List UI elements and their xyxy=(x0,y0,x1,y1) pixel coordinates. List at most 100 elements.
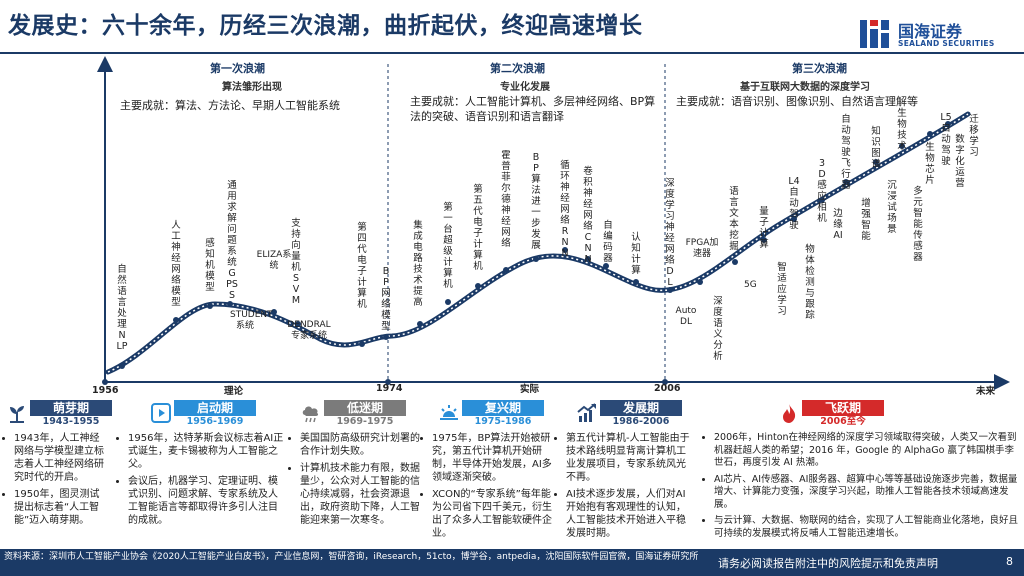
note-item: 1956年，达特茅斯会议标志着AI正式诞生，麦卡锡被称为人工智能之父。 xyxy=(128,432,286,471)
label-detect: 物体检测与跟踪 xyxy=(805,244,815,321)
point-fpga xyxy=(697,279,703,285)
page-title: 发展史：六十余年，历经三次浪潮，曲折起伏，终迎高速增长 xyxy=(8,13,643,39)
page-number: 8 xyxy=(1006,555,1013,568)
label-l5: L5自动驾驶 xyxy=(940,112,952,167)
label-reinforce: 增强智能 xyxy=(861,198,871,242)
label-gen5: 第五代电子计算机 xyxy=(473,184,483,272)
company-logo: 国海证券 SEALAND SECURITIES xyxy=(858,18,1008,52)
point-ann xyxy=(173,317,179,323)
label-ic: 集成电路技术提高 xyxy=(413,220,423,308)
note-item: 计算机技术能力有限，数据量少，公众对人工智能的信心持续减弱，社会资源退出，政府资… xyxy=(300,462,420,527)
point-text xyxy=(732,259,738,265)
note-item: XCON的“专家系统”每年能为公司省下四千美元，衍生出了众多人工智能软硬件企业。 xyxy=(432,488,552,540)
point-gen4 xyxy=(359,341,365,347)
footer-bar: 资料来源：深圳市人工智能产业协会《2020人工智能产业白皮书》，产业信息网，智研… xyxy=(0,549,1024,576)
point-l5 xyxy=(945,121,951,127)
phase-growth-years: 1986-2006 xyxy=(612,416,670,427)
note-item: 1975年，BP算法开始被研究，第五代计算机开始研制，半导体开始发展，AI多领域… xyxy=(432,432,552,484)
label-drone: 自动驾驶飞行器 xyxy=(841,114,851,191)
note-item: 2006年，Hinton在神经网络的深度学习领域取得突破，人类又一次看到机器赶超… xyxy=(714,432,1020,470)
phase-downturn-notes: 美国国防高级研究计划署的合作计划失败。计算机技术能力有限，数据量少，公众对人工智… xyxy=(290,432,420,531)
cloud-rain-icon xyxy=(302,406,319,423)
tick-2006 xyxy=(662,379,668,385)
label-supercomputer: 第一台超级计算机 xyxy=(443,202,453,290)
phase-start-years: 1956-1969 xyxy=(186,416,244,427)
label-chip: 生物芯片 xyxy=(925,142,935,186)
wave1-title: 第一次浪潮 xyxy=(210,62,265,75)
label-eliza: ELIZA系统 xyxy=(256,250,292,271)
label-multi-sensor: 多元智能传感器 xyxy=(913,186,923,263)
note-item: 会议后，机器学习、定理证明、模式识别、问题求解、专家系统及人工智能语言等都取得许… xyxy=(128,475,286,527)
header-rule xyxy=(0,52,1024,54)
label-autoencoder: 自编码器 xyxy=(603,220,613,264)
label-3d: 3D感应相机 xyxy=(817,158,827,224)
disclaimer-link[interactable]: 请务必阅读报告附注中的风险提示和免责声明 xyxy=(718,557,938,570)
label-student: STUDENT系统 xyxy=(230,310,273,331)
point-cnn xyxy=(585,256,591,262)
label-bp: BP网络模型 xyxy=(381,266,391,332)
phase-growth-notes: 第五代计算机-人工智能由于技术路线明显背离计算机工业发展项目，专家系统风光不再。… xyxy=(556,432,694,544)
point-ic xyxy=(417,321,423,327)
label-gen4: 第四代电子计算机 xyxy=(357,222,367,310)
wave2-achievement: 主要成就：人工智能计算机、多层神经网络、BP算法的突破、语音识别和语言翻译 xyxy=(410,95,656,123)
sealand-logo-icon xyxy=(860,20,889,48)
label-biotech: 生物技术 xyxy=(897,108,907,152)
label-dendral: DENDRAL专家系统 xyxy=(287,320,331,341)
point-super xyxy=(445,299,451,305)
label-nlp-deep: 深度语义分析 xyxy=(713,296,723,362)
label-gps: 通用求解问题系统GPSS xyxy=(226,180,238,301)
phase-leap-name: 飞跃期 xyxy=(802,400,884,416)
axis-year-1956: 1956 xyxy=(92,385,119,396)
label-cnn: 卷积神经网络CNN xyxy=(583,166,593,265)
label-perceptron: 感知机模型 xyxy=(205,238,215,293)
play-icon xyxy=(151,403,171,423)
phase-downturn-name: 低迷期 xyxy=(324,400,406,416)
point-bio xyxy=(899,143,905,149)
point-bpdev xyxy=(533,256,539,262)
note-item: 1950年，图灵测试提出标志着“人工智能”迈入萌芽期。 xyxy=(14,488,108,527)
curve-points xyxy=(119,121,951,369)
label-l4: L4自动驾驶 xyxy=(788,176,800,231)
label-cognitive: 认知计算 xyxy=(631,232,641,276)
phase-growth: 发展期 1986-2006 xyxy=(576,398,686,430)
label-rnn: 循环神经网络RNN xyxy=(560,160,570,259)
phase-budding-years: 1943-1955 xyxy=(42,416,100,427)
label-text-mining: 语言文本挖掘 xyxy=(729,186,739,252)
point-rnn xyxy=(562,247,568,253)
phase-budding-name: 萌芽期 xyxy=(30,400,112,416)
phase-leap-years: 2006至今 xyxy=(820,416,866,427)
phase-downturn-years: 1969-1975 xyxy=(336,416,394,427)
note-item: AI技术逐步发展，人们对AI开始抱有客观理性的认知，人工智能技术开始进入平稳发展… xyxy=(566,488,694,540)
label-kg: 知识图谱 xyxy=(871,126,881,170)
tick-1974 xyxy=(385,379,391,385)
label-nlp: 自然语言处理NLP xyxy=(116,264,128,352)
label-hopfield: 霍普菲尔德神经网络 xyxy=(501,150,511,249)
point-3d xyxy=(819,197,825,203)
wave1-achievement: 主要成就：算法、方法论、早期人工智能系统 xyxy=(120,99,340,112)
label-dl-net: 深度学习神经网络DL xyxy=(665,178,675,288)
phase-downturn: 低迷期 1969-1975 xyxy=(300,398,410,430)
growth-chart-icon xyxy=(577,403,596,422)
wave2-title: 第二次浪潮 xyxy=(490,62,545,75)
phase-budding-notes: 1943年，人工神经网络与学模型建立标志着人工神经网络研究时代的开启。 1950年… xyxy=(4,432,108,531)
axis-year-1974: 1974 xyxy=(376,383,403,394)
label-immersive: 沉浸试场景 xyxy=(887,180,897,235)
point-bp xyxy=(383,334,389,340)
label-digital: 数字化运营 xyxy=(955,134,965,189)
label-fpga: FPGA加速器 xyxy=(685,238,719,259)
phase-revival: 复兴期 1975-1986 xyxy=(438,398,548,430)
logo-text-en: SEALAND SECURITIES xyxy=(898,39,995,48)
axis-theory: 理论 xyxy=(224,386,244,397)
flame-icon xyxy=(783,404,796,423)
point-nlp xyxy=(119,363,125,369)
source-note: 资料来源：深圳市人工智能产业协会《2020人工智能产业白皮书》，产业信息网，智研… xyxy=(4,552,699,562)
label-5g: 5G xyxy=(744,280,757,290)
phase-budding: 萌芽期 1943-1955 xyxy=(6,398,116,430)
label-transfer: 迁移学习 xyxy=(969,114,979,158)
phase-revival-notes: 1975年，BP算法开始被研究，第五代计算机开始研制，半导体开始发展，AI多领域… xyxy=(422,432,552,544)
sunrise-icon xyxy=(440,405,458,420)
logo-text-cn: 国海证券 xyxy=(898,22,963,41)
note-item: 1943年，人工神经网络与学模型建立标志着人工神经网络研究时代的开启。 xyxy=(14,432,108,484)
phase-leap-notes: 2006年，Hinton在神经网络的深度学习领域取得突破，人类又一次看到机器赶超… xyxy=(704,432,1020,544)
label-svm: 支持向量机SVM xyxy=(291,218,301,306)
